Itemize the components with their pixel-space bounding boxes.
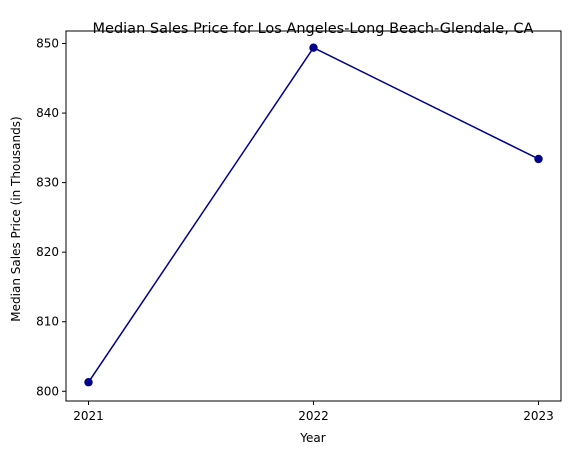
data-point-2022 [309,43,318,52]
y-axis-label: Median Sales Price (in Thousands) [9,116,23,321]
y-tick-label: 850 [36,37,59,51]
y-axis-ticks: 800 810 820 830 840 850 [36,37,66,398]
plot-frame [65,30,562,402]
x-axis-ticks: 2021 2022 2023 [73,401,554,423]
y-tick-label: 810 [36,315,59,329]
y-tick-label: 820 [36,245,59,259]
y-tick-label: 830 [36,176,59,190]
y-tick-label: 840 [36,106,59,120]
x-tick-label: 2021 [73,409,104,423]
y-tick-label: 800 [36,384,59,398]
data-point-2021 [84,378,93,387]
x-axis-label: Year [299,431,325,445]
x-tick-label: 2022 [298,409,329,423]
chart-title: Median Sales Price for Los Angeles-Long … [93,21,534,37]
data-point-2023 [534,154,543,164]
series-layer [84,43,543,387]
x-tick-label: 2023 [523,409,554,423]
